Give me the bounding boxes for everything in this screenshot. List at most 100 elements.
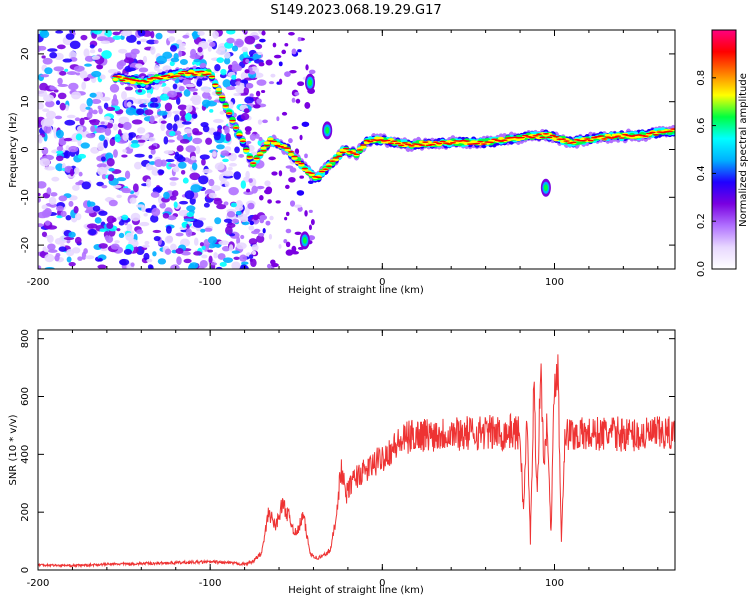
heatmap-noise-cell [200,86,211,92]
spectrogram-y-tick-label: -10 [20,189,31,205]
heatmap-noise-cell [81,181,91,190]
heatmap-ridge-cell [394,142,402,145]
heatmap-noise-cell [172,166,180,173]
heatmap-noise-cell [198,217,207,221]
heatmap-noise-cell [124,86,134,91]
heatmap-noise-cell [68,200,74,207]
snr-x-tick-label: -100 [199,578,222,589]
heatmap-noise-cell [45,110,56,120]
heatmap-ridge-cell [501,139,508,141]
heatmap-noise-cell [74,117,81,122]
heatmap-noise-cell [98,134,106,141]
spectrogram-y-label: Frequency (Hz) [8,112,19,188]
heatmap-noise-cell [188,87,198,92]
heatmap-noise-cell [169,177,179,181]
heatmap-noise-cell [157,258,167,265]
heatmap-ridge-cell [587,139,594,142]
heatmap-noise-cell [154,159,164,168]
heatmap-noise-cell [291,125,299,130]
heatmap-noise-cell [216,57,225,63]
heatmap-noise-cell [236,242,247,250]
heatmap-noise-cell [43,124,52,134]
heatmap-noise-cell [192,137,203,145]
heatmap-noise-cell [261,30,266,36]
heatmap-noise-cell [193,237,199,246]
heatmap-ridge-cell [181,70,188,73]
heatmap-noise-cell [73,206,79,214]
heatmap-noise-cell [85,106,91,110]
heatmap-noise-cell [203,202,210,208]
heatmap-noise-cell [255,90,261,97]
heatmap-ridge-cell [360,144,367,146]
heatmap-noise-cell [258,62,265,67]
heatmap-ridge-cell [645,132,653,135]
heatmap-noise-cell [138,104,148,108]
heatmap-noise-cell [179,109,187,117]
heatmap-noise-cell [57,77,63,85]
heatmap-noise-cell [131,140,139,145]
heatmap-noise-cell [96,36,108,42]
heatmap-noise-cell [98,107,103,115]
heatmap-noise-cell [185,83,196,88]
heatmap-noise-cell [124,170,131,180]
colorbar-tick-label: 0.6 [696,118,707,134]
heatmap-noise-cell [222,170,234,177]
heatmap-noise-cell [297,81,305,87]
heatmap-ridge-cell [404,143,412,146]
heatmap-noise-cell [214,217,222,225]
heatmap-noise-cell [165,225,172,234]
heatmap-ridge-cell [432,141,439,143]
heatmap-noise-cell [189,54,201,60]
heatmap-noise-cell [240,112,250,121]
heatmap-noise-cell [80,142,90,149]
heatmap-noise-cell [108,167,115,172]
heatmap-noise-cell [88,119,97,123]
heatmap-noise-cell [184,112,192,122]
heatmap-noise-cell [139,221,150,227]
heatmap-noise-cell [251,250,257,256]
heatmap-noise-cell [294,231,302,235]
heatmap-noise-cell [291,245,297,253]
heatmap-ridge-cell [287,151,295,153]
heatmap-noise-cell [75,133,83,141]
heatmap-noise-cell [103,116,111,121]
heatmap-ridge-cell [349,152,357,154]
heatmap-noise-cell [191,162,198,171]
heatmap-ridge-cell [339,151,346,154]
heatmap-noise-cell [109,119,114,124]
heatmap-noise-cell [243,190,254,195]
heatmap-ridge-cell [267,137,274,141]
snr-panel: -200 -100 0 100 0 200 400 600 800 Height of stra… [8,329,676,596]
heatmap-feature-cell [308,79,313,87]
heatmap-noise-cell [172,123,178,132]
heatmap-noise-cell [128,132,137,138]
heatmap-noise-cell [201,158,206,166]
heatmap-noise-cell [109,83,120,93]
snr-y-tick-label: 600 [20,387,31,406]
heatmap-noise-cell [267,199,272,204]
heatmap-noise-cell [189,172,201,181]
heatmap-noise-cell [235,78,242,82]
heatmap-ridge-cell [549,134,556,137]
heatmap-noise-cell [235,210,242,216]
heatmap-noise-cell [199,242,204,247]
heatmap-noise-cell [173,201,178,208]
heatmap-ridge-cell [112,77,119,81]
heatmap-noise-cell [153,64,160,71]
spectrogram-y-tick-label: 20 [20,48,31,61]
heatmap-noise-cell [168,36,176,43]
heatmap-noise-cell [265,59,273,66]
heatmap-noise-cell [74,213,82,221]
heatmap-noise-cell [225,86,236,91]
heatmap-noise-cell [244,69,250,74]
heatmap-ridge-cell [422,141,429,143]
heatmap-ridge-cell [559,138,567,140]
heatmap-noise-cell [143,213,148,217]
heatmap-ridge-cell [277,145,284,148]
heatmap-noise-cell [109,137,116,147]
heatmap-noise-cell [141,98,151,104]
heatmap-ridge-cell [377,136,384,140]
heatmap-noise-cell [197,46,203,53]
heatmap-noise-cell [39,158,51,167]
heatmap-ridge-cell [188,72,195,75]
